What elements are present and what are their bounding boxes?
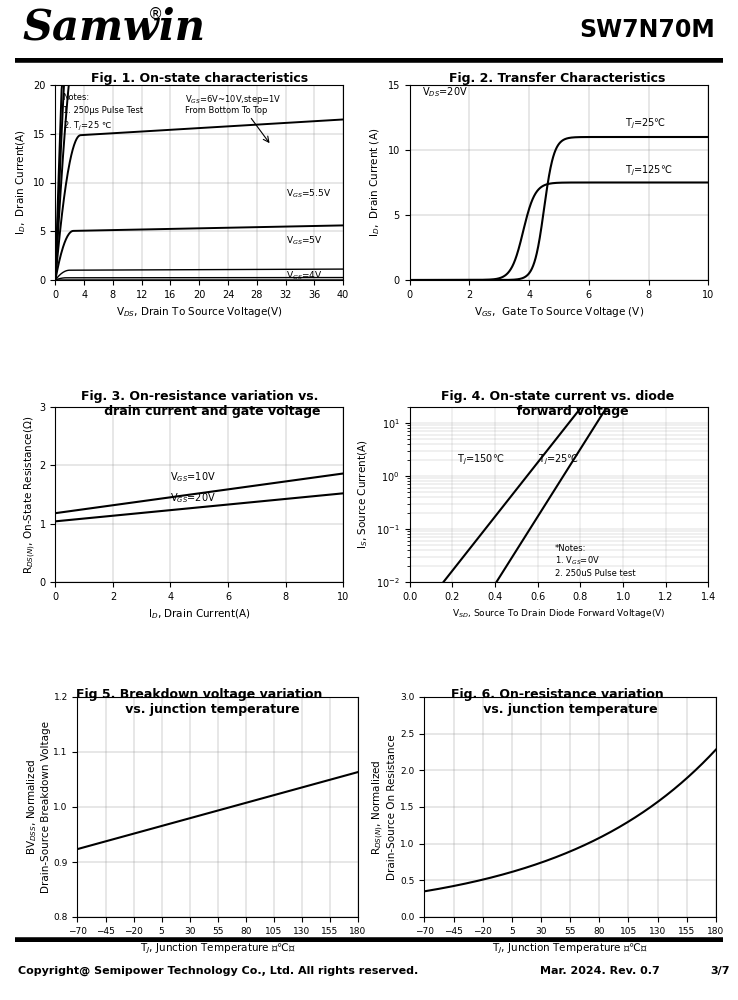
Text: Fig. 3. On-resistance variation vs.
      drain current and gate voltage: Fig. 3. On-resistance variation vs. drai…	[78, 390, 320, 418]
X-axis label: T$_{J}$, Junction Temperature （℃）: T$_{J}$, Junction Temperature （℃）	[492, 941, 648, 956]
Text: Fig. 2. Transfer Characteristics: Fig. 2. Transfer Characteristics	[449, 72, 666, 85]
Text: V$_{GS}$=6V~10V,step=1V: V$_{GS}$=6V~10V,step=1V	[184, 93, 281, 106]
Text: V$_{DS}$=20V: V$_{DS}$=20V	[421, 85, 467, 99]
Text: T$_j$=25℃: T$_j$=25℃	[625, 117, 666, 131]
Text: T$_j$=150℃: T$_j$=150℃	[457, 453, 504, 467]
Y-axis label: I$_{S}$, Source Current(A): I$_{S}$, Source Current(A)	[357, 440, 370, 549]
Text: V$_{GS}$=5.5V: V$_{GS}$=5.5V	[286, 188, 331, 200]
Y-axis label: BV$_{DSS}$, Normalized
Drain-Source Breakdown Voltage: BV$_{DSS}$, Normalized Drain-Source Brea…	[25, 721, 51, 893]
X-axis label: I$_{D}$, Drain Current(A): I$_{D}$, Drain Current(A)	[148, 607, 251, 621]
Text: Mar. 2024. Rev. 0.7: Mar. 2024. Rev. 0.7	[540, 966, 660, 976]
Text: ®: ®	[148, 6, 163, 21]
Text: V$_{GS}$=4V: V$_{GS}$=4V	[286, 270, 323, 282]
Text: Fig 5. Breakdown voltage variation
      vs. junction temperature: Fig 5. Breakdown voltage variation vs. j…	[76, 688, 323, 716]
Text: V$_{GS}$=10V: V$_{GS}$=10V	[170, 470, 216, 484]
Text: Fig. 1. On-state characteristics: Fig. 1. On-state characteristics	[91, 72, 308, 85]
X-axis label: V$_{GS}$,  Gate To Source Voltage (V): V$_{GS}$, Gate To Source Voltage (V)	[474, 305, 644, 319]
Text: V$_{GS}$=20V: V$_{GS}$=20V	[170, 491, 216, 505]
Y-axis label: R$_{DS(N)}$, On-State Resistance(Ω): R$_{DS(N)}$, On-State Resistance(Ω)	[23, 415, 38, 574]
Text: V$_{GS}$=5V: V$_{GS}$=5V	[286, 235, 323, 247]
Text: Samwin: Samwin	[22, 7, 205, 49]
X-axis label: V$_{DS}$, Drain To Source Voltage(V): V$_{DS}$, Drain To Source Voltage(V)	[116, 305, 283, 319]
Text: SW7N70M: SW7N70M	[579, 18, 715, 42]
Y-axis label: I$_{D}$,  Drain Current(A): I$_{D}$, Drain Current(A)	[14, 130, 28, 235]
Text: Fig. 6. On-resistance variation
      vs. junction temperature: Fig. 6. On-resistance variation vs. junc…	[451, 688, 663, 716]
Text: 3/7: 3/7	[710, 966, 729, 976]
Text: Copyright@ Semipower Technology Co., Ltd. All rights reserved.: Copyright@ Semipower Technology Co., Ltd…	[18, 966, 418, 976]
Text: Notes:: Notes:	[63, 93, 90, 102]
Text: 2. T$_j$=25 ℃: 2. T$_j$=25 ℃	[63, 120, 111, 133]
Text: T$_j$=25℃: T$_j$=25℃	[538, 453, 579, 467]
Text: T$_j$=125℃: T$_j$=125℃	[625, 164, 672, 178]
Text: *Notes:
1. V$_{GS}$=0V
2. 250uS Pulse test: *Notes: 1. V$_{GS}$=0V 2. 250uS Pulse te…	[555, 544, 635, 578]
Text: 1. 250μs Pulse Test: 1. 250μs Pulse Test	[63, 106, 142, 115]
X-axis label: T$_{J}$, Junction Temperature （℃）: T$_{J}$, Junction Temperature （℃）	[139, 941, 296, 956]
Y-axis label: I$_{D}$,  Drain Current (A): I$_{D}$, Drain Current (A)	[368, 128, 382, 237]
X-axis label: V$_{SD}$, Source To Drain Diode Forward Voltage(V): V$_{SD}$, Source To Drain Diode Forward …	[452, 607, 666, 620]
Text: From Bottom To Top: From Bottom To Top	[184, 106, 267, 115]
Y-axis label: R$_{DS(N)}$, Normalized
Drain-Source On Resistance: R$_{DS(N)}$, Normalized Drain-Source On …	[370, 734, 398, 880]
Text: Fig. 4. On-state current vs. diode
       forward voltage: Fig. 4. On-state current vs. diode forwa…	[441, 390, 674, 418]
